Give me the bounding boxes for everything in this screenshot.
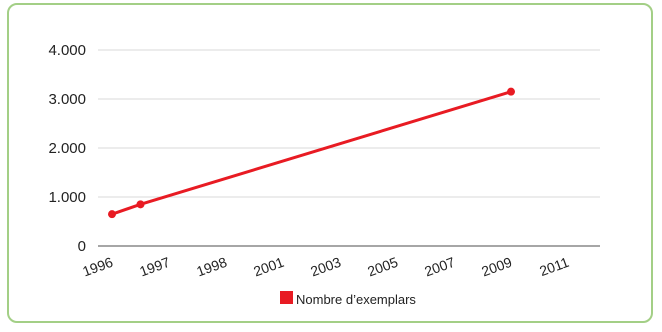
data-point: [507, 87, 515, 96]
x-axis-ticks: 1996 1997 1998 2001 2003 2005 2007 2009 2011: [80, 254, 571, 280]
y-tick-label: 0: [78, 238, 86, 255]
x-tick-label: 2001: [251, 254, 286, 280]
chart-frame: [7, 3, 653, 323]
series-group: [108, 87, 515, 219]
series-line: [111, 90, 512, 216]
legend-swatch: [280, 291, 293, 304]
data-point: [108, 210, 116, 219]
legend: Nombre d’exemplars: [280, 291, 416, 307]
legend-label: Nombre d’exemplars: [296, 292, 416, 307]
x-tick-label: 2003: [308, 254, 343, 280]
y-tick-label: 2.000: [48, 140, 86, 157]
y-axis-ticks: 0 1.000 2.000 3.000 4.000: [48, 42, 86, 255]
y-tick-label: 1.000: [48, 189, 86, 206]
x-tick-label: 2007: [422, 254, 457, 280]
x-tick-label: 1996: [80, 254, 115, 280]
data-point: [136, 200, 145, 209]
y-tick-label: 3.000: [48, 91, 86, 108]
y-tick-label: 4.000: [48, 42, 86, 59]
x-tick-label: 2005: [365, 254, 400, 280]
x-tick-label: 1997: [137, 254, 172, 280]
x-tick-label: 2011: [537, 254, 571, 279]
x-tick-label: 1998: [194, 254, 229, 280]
x-tick-label: 2009: [479, 254, 514, 280]
gridlines: [98, 49, 600, 198]
